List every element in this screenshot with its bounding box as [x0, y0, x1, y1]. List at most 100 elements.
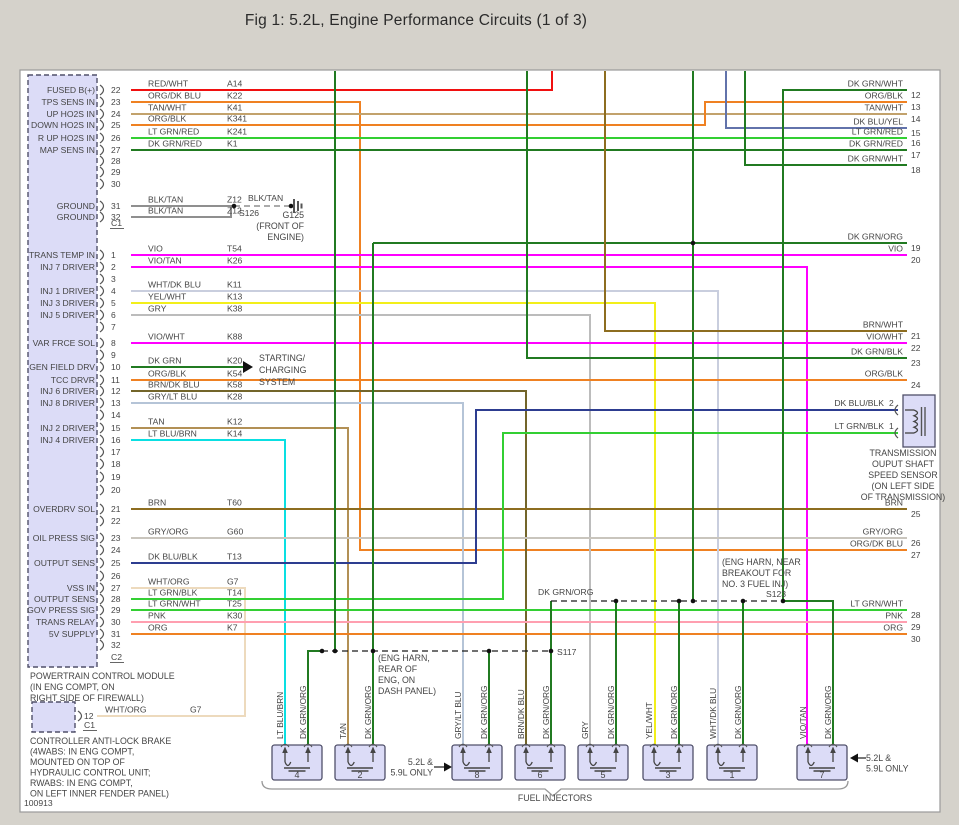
pin-bracket	[99, 484, 105, 496]
abs-caption: (4WABS: IN ENG COMPT,	[30, 747, 134, 757]
note-only-left: 5.2L &	[408, 757, 433, 767]
circuit-code-label: K28	[227, 392, 243, 402]
injector-coil-icon	[717, 761, 725, 767]
wire-color-label-vertical: DK GRN/ORG	[541, 686, 551, 739]
circuit-code-label: G60	[227, 527, 243, 537]
pin-number: 30	[111, 617, 121, 627]
pcm-caption: (IN ENG COMPT, ON	[30, 682, 115, 692]
injector-number: 6	[537, 770, 542, 780]
pin-number: 32	[111, 212, 121, 222]
circuit-code-label: T14	[227, 588, 242, 598]
splice-label-s126: S126	[239, 208, 259, 218]
wire-color-label-vertical: BRN/DK BLU	[516, 689, 526, 739]
abs-caption: CONTROLLER ANTI-LOCK BRAKE	[30, 736, 171, 746]
fuel-injectors-label: FUEL INJECTORS	[518, 793, 592, 803]
injector-number: 2	[357, 770, 362, 780]
circuit-code-label: K26	[227, 256, 243, 266]
edge-pin-number: 18	[911, 165, 921, 175]
wire-color-label: TAN/WHT	[864, 103, 903, 113]
wire-color-label: ORG/DK BLU	[850, 539, 903, 549]
injector-number: 8	[474, 770, 479, 780]
circuit-code-label: K20	[227, 356, 243, 366]
fuel-injector-box	[514, 744, 566, 781]
pin-bracket	[99, 200, 105, 212]
pin-bracket	[99, 374, 105, 386]
pin-bracket	[99, 297, 105, 309]
injector-pin-arrow-icon	[805, 746, 811, 753]
pin-function-label: OUTPUT SENS	[34, 594, 95, 604]
pin-number: 23	[111, 97, 121, 107]
wire-color-label: DK GRN/RED	[849, 139, 903, 149]
pin-number: 8	[111, 338, 116, 348]
wire-gry	[131, 314, 591, 745]
pin-bracket	[99, 628, 105, 640]
note-only-right: 5.9L ONLY	[866, 764, 909, 774]
pin-function-label: TCC DRVR	[51, 375, 95, 385]
injector-pin-arrow-icon	[651, 746, 657, 753]
pin-bracket	[99, 132, 105, 144]
pin-bracket	[803, 743, 813, 748]
wire-color-label: ORG/BLK	[865, 369, 903, 379]
wire-red-wht	[131, 71, 553, 91]
wire-color-label: TAN	[148, 417, 165, 427]
fuel-injector-box	[706, 744, 758, 781]
wire-color-label: BRN	[885, 498, 903, 508]
pin-number: 31	[111, 201, 121, 211]
note-only-left: 5.9L ONLY	[390, 768, 433, 778]
connector-c1-label: C1	[111, 218, 122, 228]
wire-color-label: LT GRN/BLK	[835, 421, 885, 431]
injector-pin-arrow-icon	[740, 746, 746, 753]
pin-bracket	[99, 119, 105, 131]
pin-bracket	[99, 84, 105, 96]
pin-number: 24	[111, 545, 121, 555]
pin-function-label: INJ 6 DRIVER	[40, 386, 95, 396]
note-only-right: 5.2L &	[866, 753, 891, 763]
wire-color-label-vertical: DK GRN/ORG	[363, 686, 373, 739]
pin-function-label: DOWN HO2S IN	[31, 120, 95, 130]
ground-caption: (FRONT OF	[256, 221, 304, 231]
edge-pin-number: 29	[911, 622, 921, 632]
injector-pin-arrow-icon	[345, 746, 351, 753]
speed-sensor-box	[902, 394, 936, 448]
pin-bracket	[828, 743, 838, 748]
circuit-code-label: T60	[227, 498, 242, 508]
wire-color-label: VIO	[148, 244, 163, 254]
pin-bracket	[99, 337, 105, 349]
pin-number: 4	[111, 286, 116, 296]
injector-number: 5	[600, 770, 605, 780]
circuit-code-label: K22	[227, 91, 243, 101]
circuit-code-label: G7	[227, 577, 239, 587]
edge-pin-number: 19	[911, 243, 921, 253]
sensor-pin-number: 1	[889, 421, 894, 431]
pin-function-label: INJ 4 DRIVER	[40, 435, 95, 445]
pin-number: 16	[111, 435, 121, 445]
edge-pin-number: 14	[911, 114, 921, 124]
pin-bracket	[77, 710, 83, 722]
note-starting-charging: CHARGING	[259, 365, 307, 375]
wire-tan	[131, 427, 349, 745]
pin-number: 22	[111, 516, 121, 526]
pin-number: 19	[111, 472, 121, 482]
wire-color-label: ORG/BLK	[148, 114, 186, 124]
pin-function-label: MAP SENS IN	[40, 145, 95, 155]
pin-bracket	[99, 249, 105, 261]
splice-dot	[370, 648, 376, 654]
pin-function-label: INJ 5 DRIVER	[40, 310, 95, 320]
fuel-injectors-brace	[261, 780, 849, 797]
pin-number: 14	[111, 410, 121, 420]
pin-bracket	[99, 557, 105, 569]
pin-function-label: FUSED B(+)	[47, 85, 95, 95]
injector-coil-icon	[284, 761, 292, 767]
pin-bracket	[99, 144, 105, 156]
wire-color-label: PNK	[148, 611, 166, 621]
pin-number: 29	[111, 605, 121, 615]
injector-number: 7	[819, 770, 824, 780]
pin-number: 24	[111, 109, 121, 119]
pin-function-label: VAR FRCE SOL	[33, 338, 96, 348]
pin-bracket	[99, 166, 105, 178]
wire-dk-blu-blk	[131, 409, 898, 564]
circuit-code-label: K13	[227, 292, 243, 302]
s123-to-inj7	[783, 600, 834, 745]
wire-wht-org	[97, 587, 246, 717]
